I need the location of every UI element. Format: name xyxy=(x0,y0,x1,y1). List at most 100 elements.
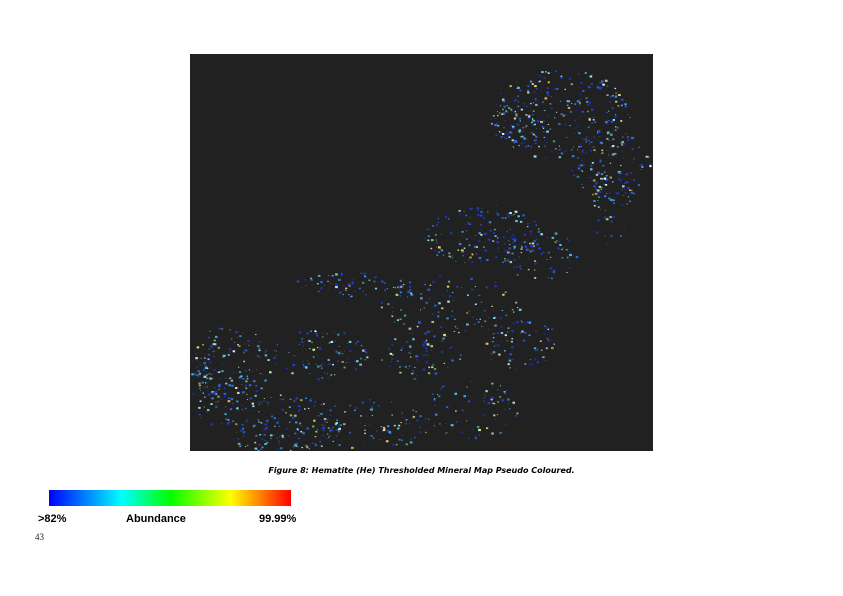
map-speckle xyxy=(499,396,501,398)
map-speckle xyxy=(195,357,198,360)
map-speckle xyxy=(415,355,418,358)
map-speckle xyxy=(341,272,343,274)
map-speckle xyxy=(601,172,604,175)
map-speckle xyxy=(467,294,469,296)
map-speckle xyxy=(374,278,376,279)
map-speckle xyxy=(440,326,442,328)
map-speckle xyxy=(416,291,418,292)
map-speckle xyxy=(569,125,571,126)
map-speckle xyxy=(277,418,279,420)
map-speckle xyxy=(459,240,460,242)
map-speckle xyxy=(528,321,532,324)
map-speckle xyxy=(543,252,545,253)
map-speckle xyxy=(332,440,334,442)
map-speckle xyxy=(462,255,465,257)
map-speckle xyxy=(546,142,548,144)
map-speckle xyxy=(463,210,465,212)
map-speckle xyxy=(519,268,522,270)
map-speckle xyxy=(261,446,264,449)
map-speckle xyxy=(314,443,316,445)
map-speckle xyxy=(600,188,603,190)
map-speckle xyxy=(538,145,540,148)
map-speckle xyxy=(531,132,535,135)
map-speckle xyxy=(327,427,330,429)
map-speckle xyxy=(235,331,238,334)
map-speckle xyxy=(502,293,505,296)
map-speckle xyxy=(496,414,499,416)
map-speckle xyxy=(508,357,510,359)
map-speckle xyxy=(320,281,323,284)
map-speckle xyxy=(551,107,553,110)
map-speckle xyxy=(485,350,487,351)
map-speckle xyxy=(547,115,549,117)
map-speckle xyxy=(259,434,262,436)
map-speckle xyxy=(328,377,330,379)
map-speckle xyxy=(440,389,442,391)
colorbar-max-label: 99.99% xyxy=(259,513,297,525)
map-speckle xyxy=(639,164,642,166)
map-speckle xyxy=(437,315,440,318)
map-speckle xyxy=(199,387,201,389)
map-speckle xyxy=(504,217,507,219)
map-speckle xyxy=(545,71,547,73)
map-speckle xyxy=(237,442,241,445)
map-speckle xyxy=(396,319,399,322)
map-speckle xyxy=(580,146,581,148)
map-speckle xyxy=(604,121,607,123)
map-speckle xyxy=(359,423,361,424)
map-speckle xyxy=(204,354,206,356)
map-speckle xyxy=(267,419,269,420)
map-speckle xyxy=(215,405,218,408)
map-speckle xyxy=(606,94,609,96)
map-speckle xyxy=(546,93,550,96)
map-speckle xyxy=(477,321,480,323)
map-speckle xyxy=(335,350,338,353)
map-speckle xyxy=(461,431,463,433)
map-speckle xyxy=(297,405,301,408)
map-speckle xyxy=(472,316,474,318)
map-speckle xyxy=(343,423,346,426)
map-speckle xyxy=(620,164,622,167)
map-speckle xyxy=(456,327,459,329)
map-speckle xyxy=(319,440,322,443)
map-speckle xyxy=(598,185,602,188)
map-speckle xyxy=(305,349,307,351)
map-speckle xyxy=(206,386,208,388)
map-speckle xyxy=(582,171,584,172)
map-speckle xyxy=(525,114,528,116)
map-speckle xyxy=(473,245,477,248)
map-speckle xyxy=(270,437,272,439)
map-speckle xyxy=(449,256,452,258)
map-speckle xyxy=(531,119,535,122)
map-speckle xyxy=(406,296,409,298)
map-speckle xyxy=(455,260,457,262)
map-speckle xyxy=(606,138,609,140)
map-speckle xyxy=(424,417,427,420)
map-speckle xyxy=(447,218,450,220)
map-speckle xyxy=(530,105,532,107)
map-speckle xyxy=(461,409,464,412)
map-speckle xyxy=(564,124,566,126)
map-speckle xyxy=(317,274,321,277)
map-speckle xyxy=(317,354,319,356)
map-speckle xyxy=(221,423,223,424)
map-speckle xyxy=(519,244,521,246)
map-speckle xyxy=(458,243,462,246)
map-speckle xyxy=(493,317,496,319)
map-speckle xyxy=(496,205,497,206)
map-speckle xyxy=(609,162,612,164)
map-speckle xyxy=(232,350,236,353)
map-speckle xyxy=(623,226,625,228)
map-speckle xyxy=(425,431,427,434)
map-speckle xyxy=(617,127,619,129)
map-speckle xyxy=(455,421,457,423)
map-speckle xyxy=(349,350,352,352)
map-speckle xyxy=(204,386,206,388)
map-speckle xyxy=(626,203,628,205)
map-speckle xyxy=(498,247,499,249)
map-speckle xyxy=(599,160,602,163)
map-speckle xyxy=(513,236,515,237)
map-speckle xyxy=(276,350,277,352)
map-speckle xyxy=(208,354,210,356)
map-speckle xyxy=(220,338,222,339)
